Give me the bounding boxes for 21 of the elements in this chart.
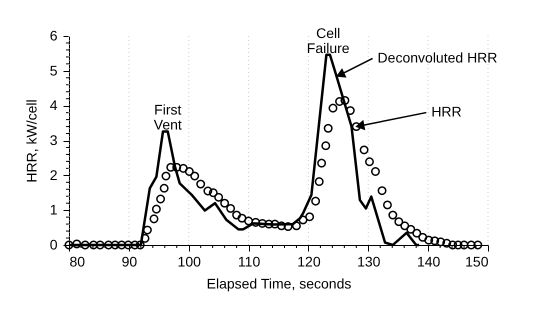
y-tick-label: 6 xyxy=(50,28,58,44)
x-tick-label: 140 xyxy=(416,254,441,270)
legend-label: HRR xyxy=(431,104,462,120)
y-tick-label: 4 xyxy=(50,97,58,114)
x-tick-label: 100 xyxy=(178,254,202,270)
x-tick-label: 130 xyxy=(357,254,381,270)
y-tick-label: 2 xyxy=(50,166,58,183)
x-axis-title: Elapsed Time, seconds xyxy=(206,276,352,292)
y-tick-label: 5 xyxy=(50,62,58,78)
legend-label: Deconvoluted HRR xyxy=(378,49,498,66)
y-axis-title: HRR, kW/cell xyxy=(24,99,40,183)
x-tick-label: 120 xyxy=(297,254,321,270)
annotation: Cell Failure xyxy=(306,24,350,56)
annotation: First Vent xyxy=(154,101,182,132)
x-tick-label: 90 xyxy=(122,254,138,270)
y-tick-label: 3 xyxy=(50,132,58,148)
y-tick-label: 0 xyxy=(50,236,58,252)
x-tick-label: 80 xyxy=(70,254,86,270)
y-tick-label: 1 xyxy=(50,202,58,218)
x-tick-label: 150 xyxy=(465,254,489,270)
x-tick-label: 110 xyxy=(238,254,260,270)
